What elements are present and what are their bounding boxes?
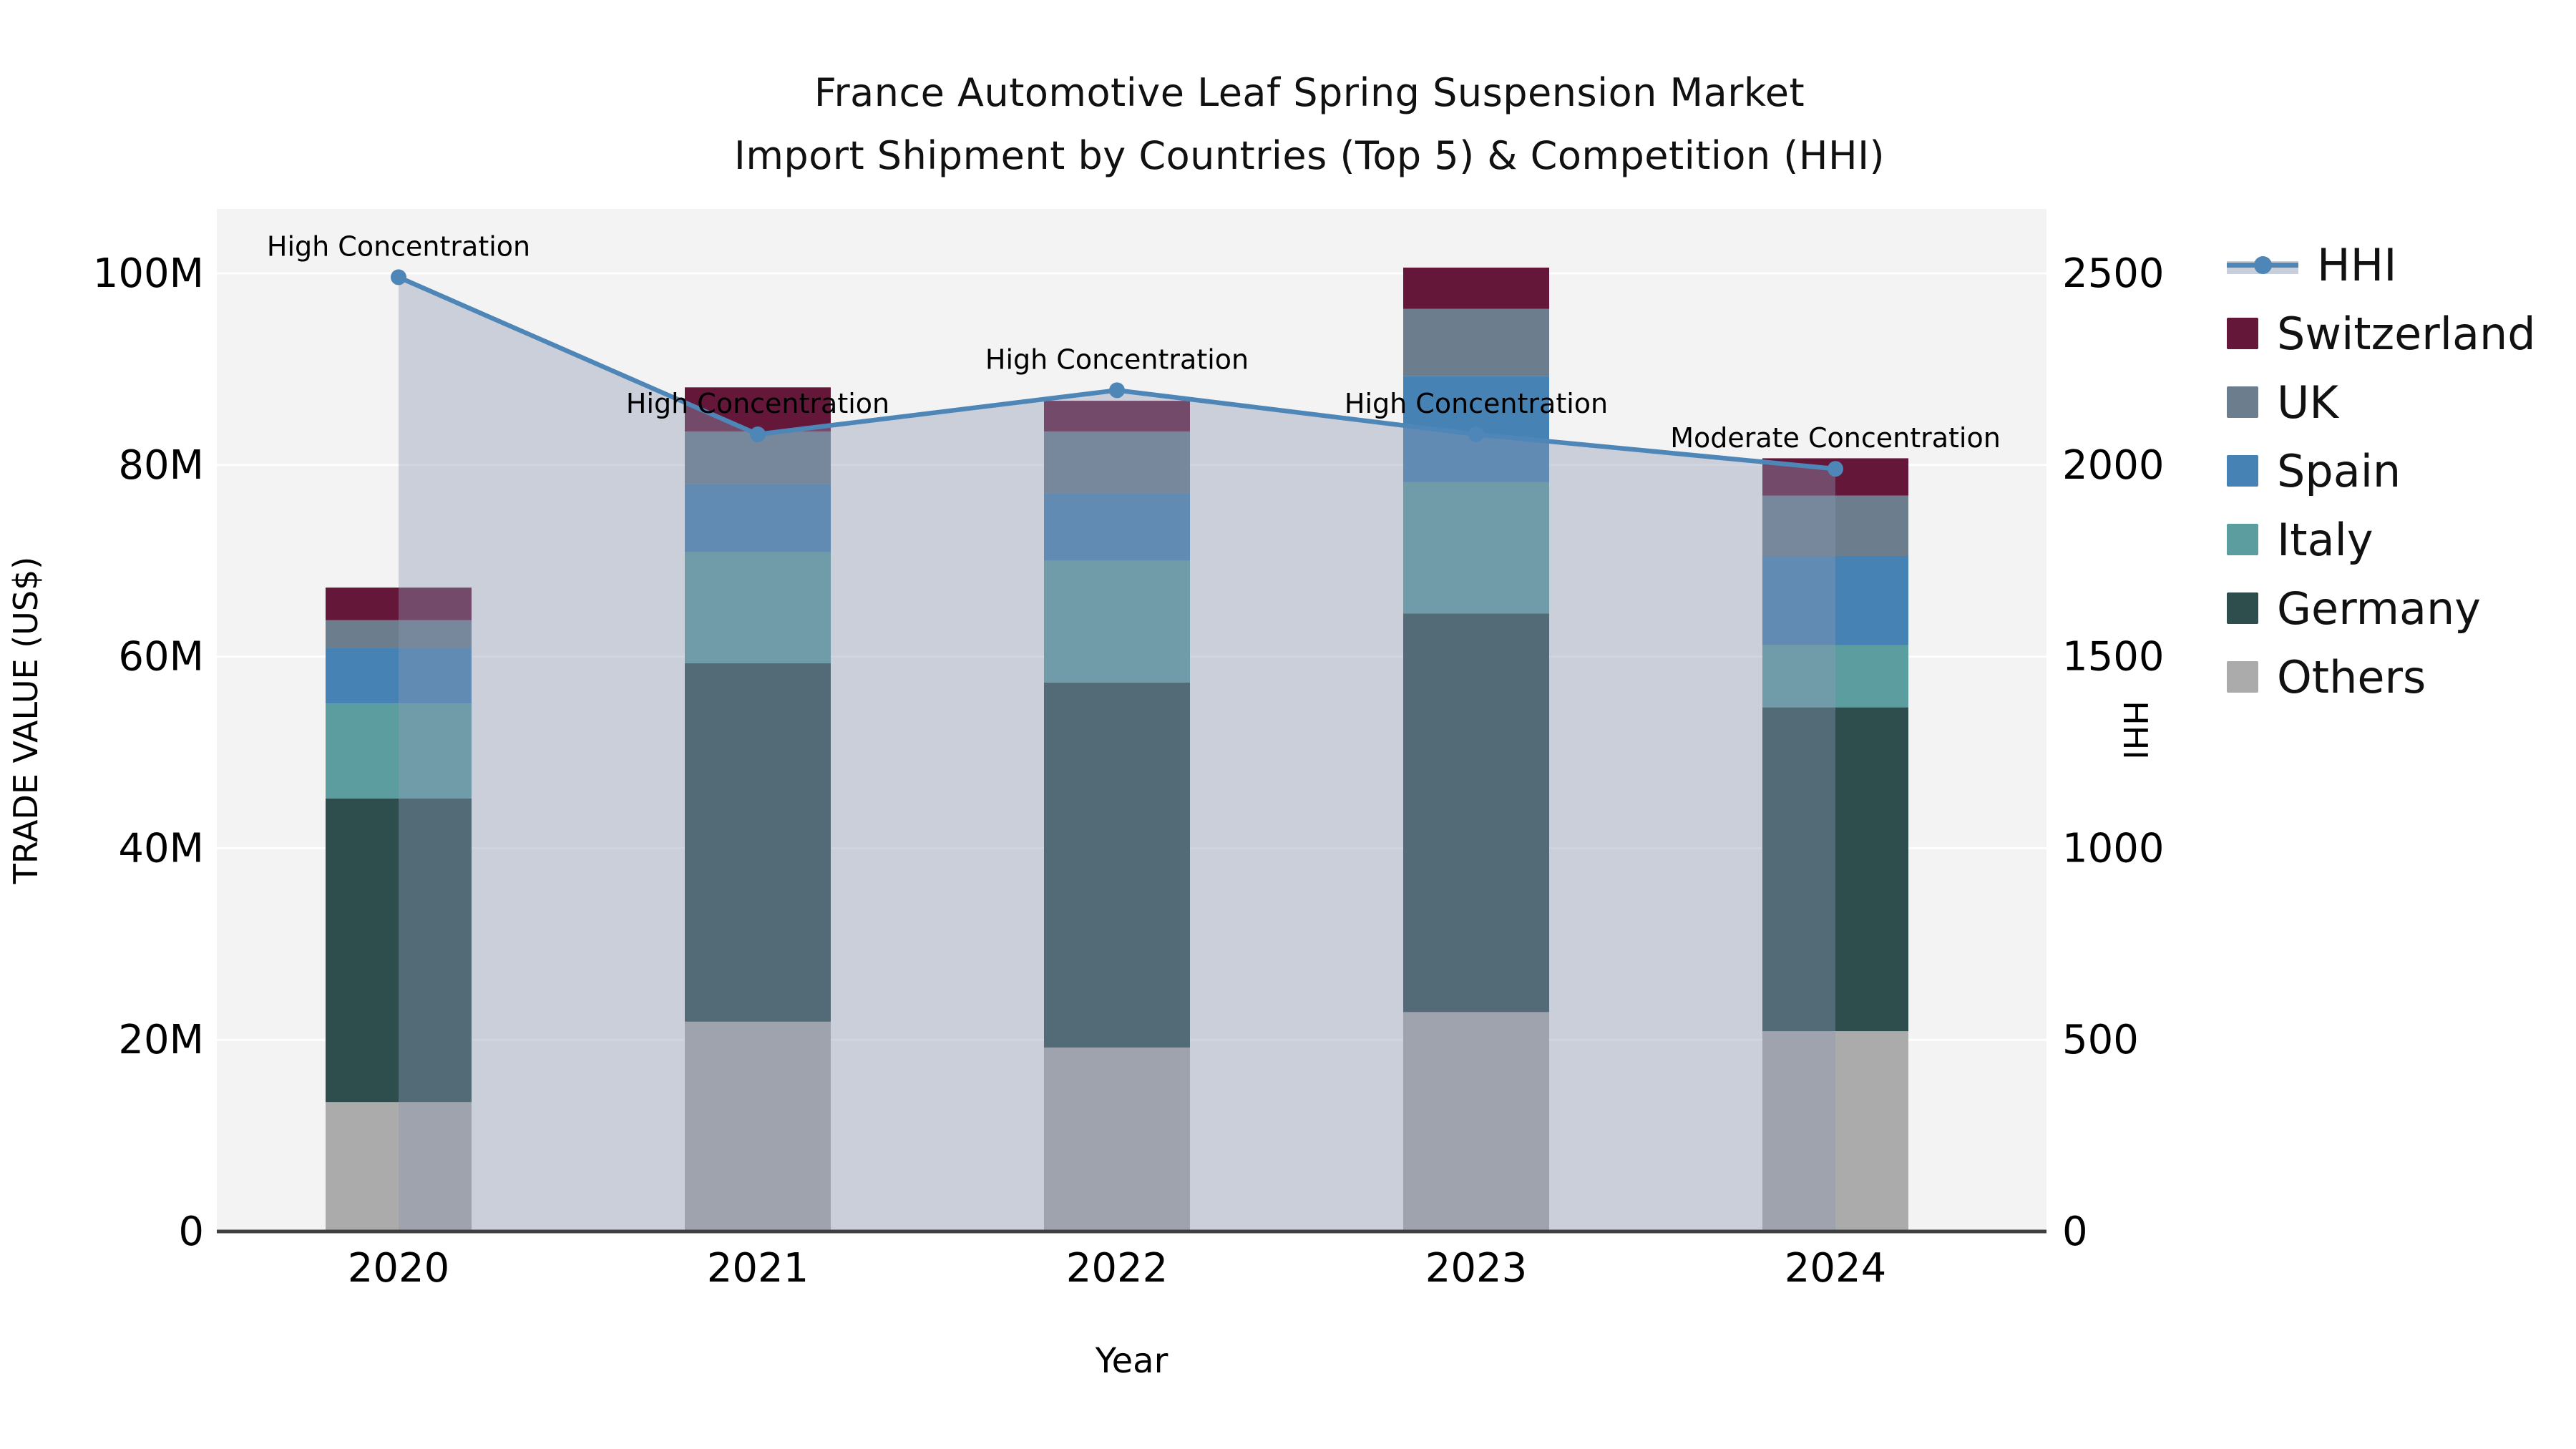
legend-item-switzerland: Switzerland <box>2227 299 2536 368</box>
legend-label: Germany <box>2277 582 2481 635</box>
bar-segment-germany-2020 <box>326 798 472 1103</box>
italy-swatch-icon <box>2227 524 2258 555</box>
bar-segment-spain-2021 <box>685 484 831 552</box>
y-right-tick-2500: 2500 <box>2062 250 2165 297</box>
y-left-tick-100M: 100M <box>93 250 204 297</box>
hhi-marker-2020 <box>391 269 406 286</box>
hhi-area-fill <box>399 277 1835 1231</box>
legend-label: Spain <box>2277 444 2401 497</box>
bar-segment-others-2023 <box>1403 1012 1549 1231</box>
legend-label: Others <box>2277 650 2426 703</box>
hhi-marker-2021 <box>750 426 766 442</box>
annotation-2023: High Concentration <box>1345 388 1608 419</box>
legend-item-spain: Spain <box>2227 436 2536 505</box>
bar-segment-italy-2021 <box>685 552 831 663</box>
bar-segment-others-2020 <box>326 1102 472 1231</box>
x-tick-2024: 2024 <box>1785 1245 1887 1292</box>
legend-label: Italy <box>2277 513 2373 566</box>
bar-segment-others-2022 <box>1044 1047 1190 1231</box>
y-right-tick-1000: 1000 <box>2062 825 2165 872</box>
legend-label: HHI <box>2317 238 2397 291</box>
y-left-tick-0: 0 <box>178 1209 204 1255</box>
x-axis-label: Year <box>1095 1341 1169 1381</box>
y-left-axis-label: TRADE VALUE (US$) <box>6 557 45 884</box>
annotation-2021: High Concentration <box>626 388 889 419</box>
x-tick-2022: 2022 <box>1066 1245 1169 1292</box>
hhi-marker-2023 <box>1468 426 1484 442</box>
hhi-line-legend-icon <box>2227 255 2298 274</box>
x-tick-2021: 2021 <box>707 1245 809 1292</box>
annotation-2020: High Concentration <box>267 230 530 262</box>
y-right-tick-500: 500 <box>2062 1017 2139 1063</box>
y-right-tick-0: 0 <box>2062 1209 2088 1255</box>
bar-segment-uk-2024 <box>1762 495 1908 557</box>
annotation-2024: Moderate Concentration <box>1670 422 2001 454</box>
annotation-2022: High Concentration <box>985 343 1249 375</box>
uk-swatch-icon <box>2227 386 2258 418</box>
legend-item-italy: Italy <box>2227 505 2536 574</box>
hhi-marker-2022 <box>1109 382 1125 399</box>
bar-segment-italy-2023 <box>1403 482 1549 614</box>
chart-title-line2: Import Shipment by Countries (Top 5) & C… <box>733 133 1885 178</box>
bar-segment-italy-2020 <box>326 703 472 799</box>
y-right-axis-label: HHI <box>2116 701 2155 760</box>
y-left-tick-20M: 20M <box>118 1017 204 1063</box>
legend-item-uk: UK <box>2227 368 2536 436</box>
bar-segment-uk-2020 <box>326 620 472 648</box>
chart-title: France Automotive Leaf Spring Suspension… <box>43 62 2576 187</box>
legend: HHI Switzerland UK Spain Italy Germany Others <box>2227 230 2536 711</box>
legend-item-hhi: HHI <box>2227 230 2536 299</box>
switzerland-swatch-icon <box>2227 318 2258 349</box>
legend-label: UK <box>2277 376 2339 429</box>
legend-item-germany: Germany <box>2227 574 2536 643</box>
others-swatch-icon <box>2227 661 2258 693</box>
germany-swatch-icon <box>2227 592 2258 624</box>
bar-segment-switzerland-2022 <box>1044 401 1190 431</box>
y-right-tick-2000: 2000 <box>2062 442 2165 489</box>
bar-segment-others-2024 <box>1762 1031 1908 1231</box>
bar-segment-others-2021 <box>685 1021 831 1231</box>
bar-segment-switzerland-2023 <box>1403 267 1549 309</box>
legend-label: Switzerland <box>2277 307 2536 360</box>
bar-segment-spain-2022 <box>1044 493 1190 561</box>
bar-segment-italy-2022 <box>1044 560 1190 683</box>
bar-segment-spain-2020 <box>326 648 472 704</box>
bar-segment-germany-2024 <box>1762 707 1908 1032</box>
bar-segment-spain-2024 <box>1762 556 1908 645</box>
bar-segment-switzerland-2020 <box>326 587 472 620</box>
y-right-tick-1500: 1500 <box>2062 634 2165 680</box>
legend-item-others: Others <box>2227 643 2536 711</box>
y-left-tick-60M: 60M <box>118 634 204 680</box>
y-left-tick-40M: 40M <box>118 825 204 872</box>
bar-segment-uk-2022 <box>1044 431 1190 494</box>
x-tick-2023: 2023 <box>1425 1245 1528 1292</box>
bar-segment-germany-2021 <box>685 663 831 1022</box>
bar-segment-germany-2022 <box>1044 682 1190 1048</box>
hhi-marker-2024 <box>1828 461 1843 477</box>
spain-swatch-icon <box>2227 455 2258 487</box>
y-left-tick-80M: 80M <box>118 442 204 489</box>
chart-title-line1: France Automotive Leaf Spring Suspension… <box>814 70 1805 115</box>
bar-segment-switzerland-2021 <box>685 387 831 431</box>
bar-segment-uk-2023 <box>1403 308 1549 376</box>
bar-segment-germany-2023 <box>1403 613 1549 1013</box>
x-tick-2020: 2020 <box>348 1245 450 1292</box>
bar-segment-italy-2024 <box>1762 645 1908 708</box>
